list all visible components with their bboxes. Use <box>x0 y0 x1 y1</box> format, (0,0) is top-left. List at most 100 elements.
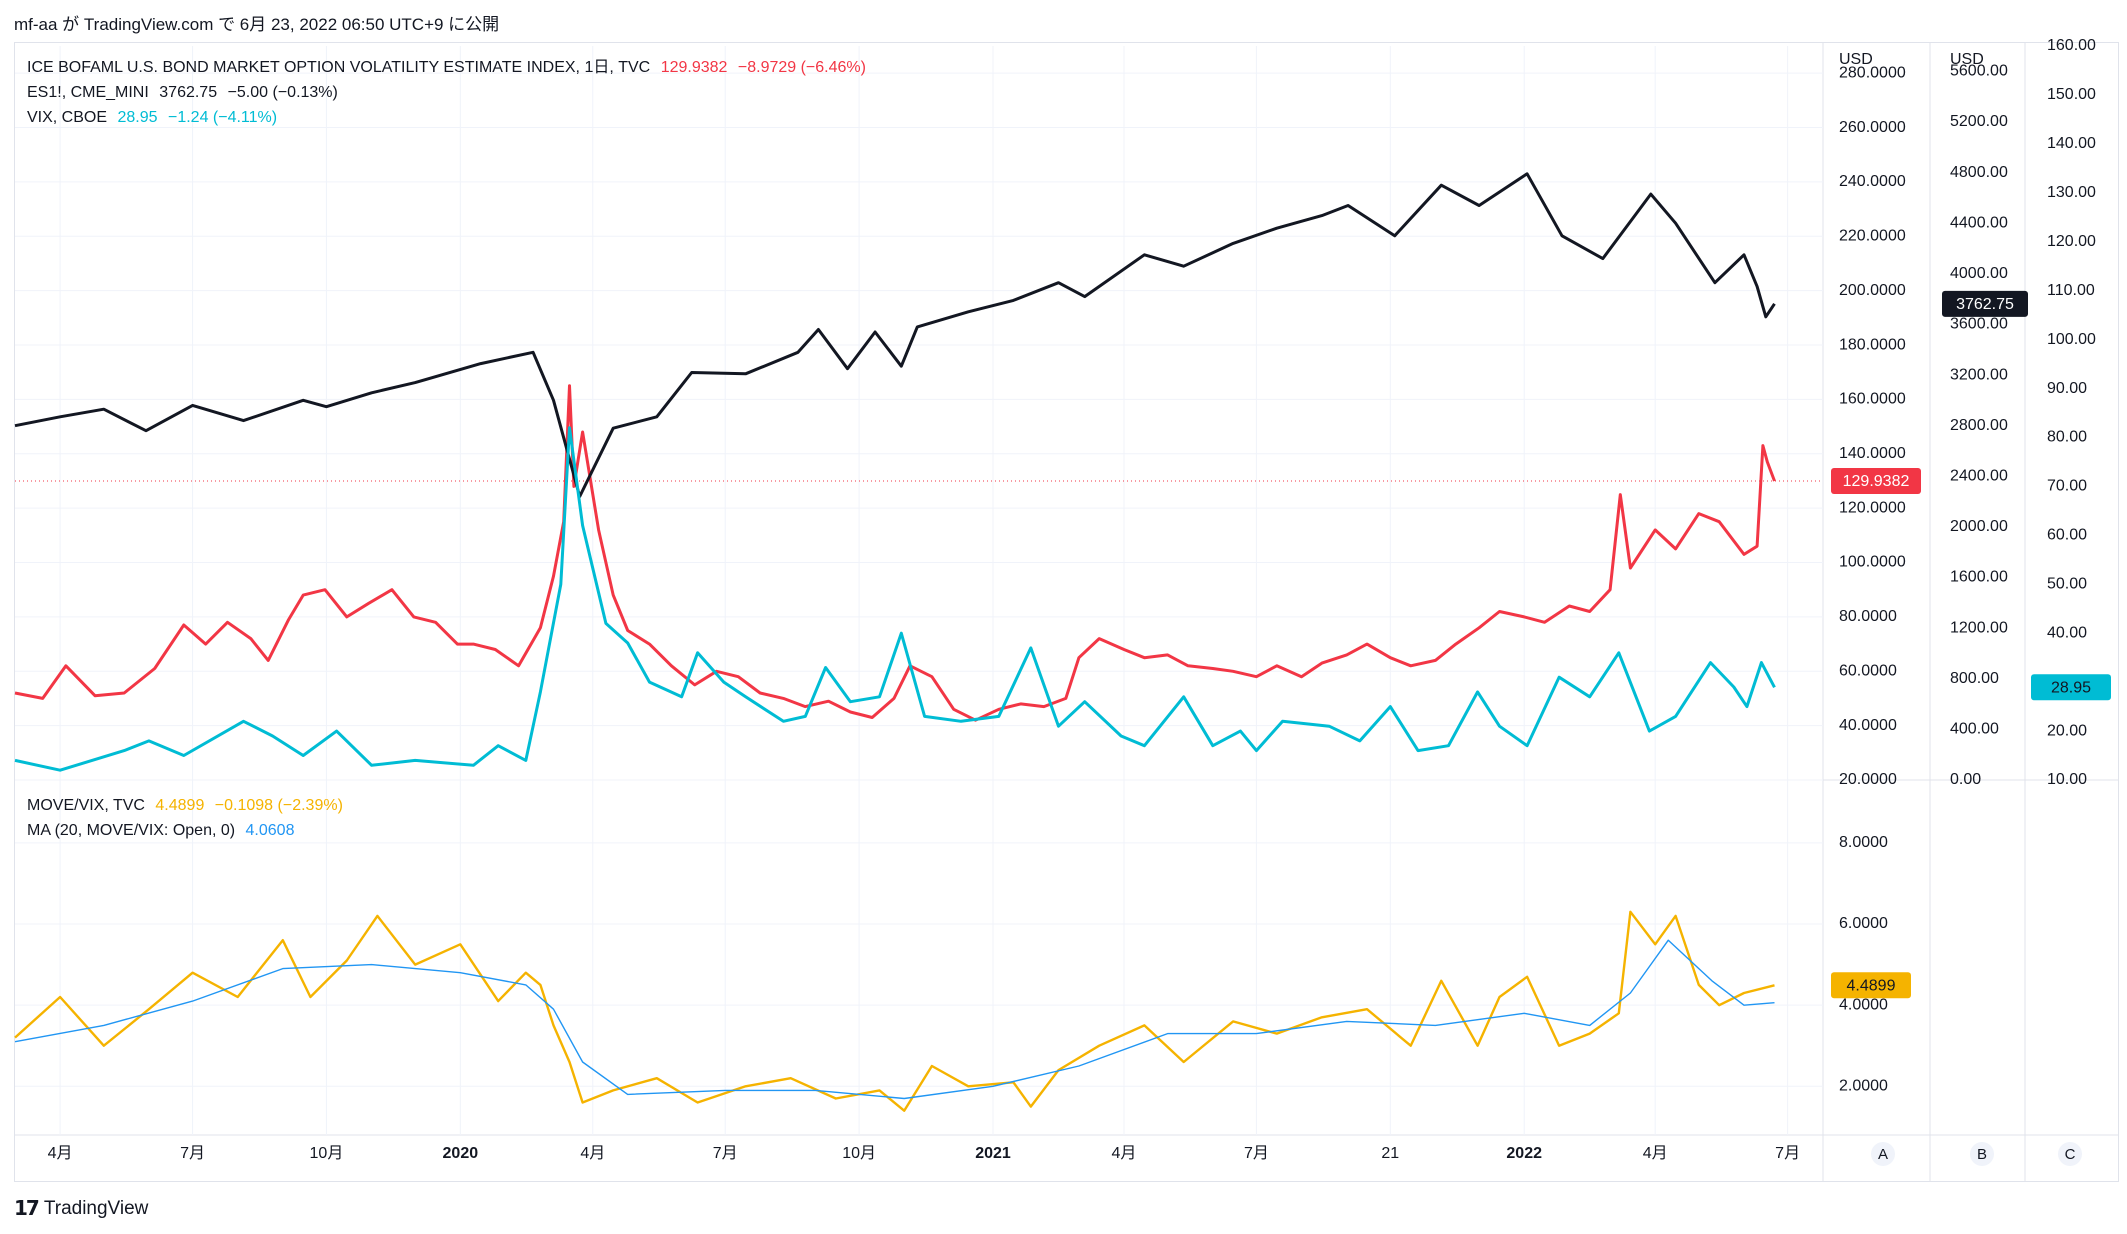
axis-c-tick: 160.00 <box>2047 37 2096 54</box>
legend-ratio-change: −0.1098 (−2.39%) <box>214 797 343 814</box>
legend-move[interactable]: ICE BOFAML U.S. BOND MARKET OPTION VOLAT… <box>27 53 872 77</box>
legend-vix-change: −1.24 (−4.11%) <box>167 109 278 126</box>
series-line-0 <box>14 384 1776 722</box>
lower-axis-tick: 8.0000 <box>1839 834 1888 851</box>
time-tick-label: 7月 <box>1775 1145 1800 1162</box>
axis-c-tick: 130.00 <box>2047 184 2096 201</box>
axes: 4月 7月 10月 2020 4月 7月 10月 2021 4月 7月 21 2022 4月 7月 USD U… <box>48 37 2096 1166</box>
time-tick-label: 4月 <box>1643 1145 1668 1162</box>
scale-button-bg-b <box>1970 1142 1994 1166</box>
legend-ma-label: MA (20, MOVE/VIX: Open, 0) <box>27 822 236 839</box>
legend-vix-label: VIX, CBOE <box>27 109 108 126</box>
es-price-badge: 3762.75 <box>1956 296 2014 313</box>
axis-b-tick: 4400.00 <box>1950 214 2008 231</box>
axis-c-tick: 110.00 <box>2047 282 2095 299</box>
legend-es-label: ES1!, CME_MINI <box>27 84 149 101</box>
time-tick-label: 4月 <box>1112 1145 1137 1162</box>
legend-ma[interactable]: MA (20, MOVE/VIX: Open, 0) 4.0608 <box>27 822 349 840</box>
scale-button-b[interactable]: B <box>1977 1146 1987 1163</box>
axis-a-tick: 100.0000 <box>1839 554 1906 571</box>
grid-lines <box>15 42 2119 1182</box>
scale-button-a[interactable]: A <box>1878 1146 1888 1163</box>
legend-vix[interactable]: VIX, CBOE 28.95 −1.24 (−4.11%) <box>27 109 872 127</box>
time-tick-label: 2022 <box>1506 1145 1542 1162</box>
axis-b-tick: 400.00 <box>1950 721 1999 738</box>
move-price-badge: 129.9382 <box>1843 473 1910 490</box>
axis-a-tick: 60.0000 <box>1839 662 1897 679</box>
move-price-badge-bg <box>1831 467 1921 494</box>
time-tick-label: 4月 <box>580 1145 605 1162</box>
axis-b-tick: 5200.00 <box>1950 113 2008 130</box>
axis-b-unit: USD <box>1950 51 1984 68</box>
axis-c-tick: 50.00 <box>2047 575 2087 592</box>
axis-b-tick: 3200.00 <box>1950 366 2008 383</box>
axis-a-tick: 260.0000 <box>1839 119 1906 136</box>
axis-a-tick: 80.0000 <box>1839 608 1897 625</box>
es-price-badge-bg <box>1942 290 2028 317</box>
axis-c-tick: 20.00 <box>2047 722 2087 739</box>
axis-a-tick: 200.0000 <box>1839 282 1906 299</box>
axis-b-tick: 2400.00 <box>1950 467 2008 484</box>
axis-a-tick: 20.0000 <box>1839 771 1897 788</box>
time-tick-label: 21 <box>1381 1145 1399 1162</box>
axis-a-tick: 280.0000 <box>1839 64 1906 81</box>
tradingview-logo-icon: 𝟭𝟳 <box>14 1198 40 1220</box>
axis-b-tick: 2800.00 <box>1950 417 2008 434</box>
scale-button-bg-c <box>2058 1142 2082 1166</box>
series-line-2 <box>14 426 1776 772</box>
legend-bottom: MOVE/VIX, TVC 4.4899 −0.1098 (−2.39%) MA… <box>27 797 349 840</box>
legend-ratio[interactable]: MOVE/VIX, TVC 4.4899 −0.1098 (−2.39%) <box>27 797 349 815</box>
axis-b-tick: 2000.00 <box>1950 518 2008 535</box>
ratio-price-badge: 4.4899 <box>1847 977 1896 994</box>
axis-c-tick: 10.00 <box>2047 771 2087 788</box>
axis-c-tick: 120.00 <box>2047 233 2096 250</box>
chart-frame <box>14 42 2119 1182</box>
legend-vix-value: 28.95 <box>117 109 158 126</box>
axis-a-tick: 240.0000 <box>1839 173 1906 190</box>
publish-info: mf-aa が TradingView.com で 6月 23, 2022 06… <box>14 15 500 34</box>
tradingview-brand[interactable]: 𝟭𝟳 TradingView <box>14 1196 148 1221</box>
axis-c-tick: 150.00 <box>2047 86 2096 103</box>
legend-es-change: −5.00 (−0.13%) <box>227 84 338 101</box>
time-tick-label: 7月 <box>713 1145 738 1162</box>
price-badges: 129.9382 3762.75 28.95 4.4899 <box>1831 290 2111 999</box>
axis-c-tick: 70.00 <box>2047 478 2087 495</box>
series-line-4 <box>14 939 1775 1100</box>
axis-b-tick: 1600.00 <box>1950 569 2008 586</box>
legend-ratio-label: MOVE/VIX, TVC <box>27 797 145 814</box>
series-line-1 <box>14 172 1776 498</box>
axis-b-tick: 3600.00 <box>1950 316 2008 333</box>
legend-es[interactable]: ES1!, CME_MINI 3762.75 −5.00 (−0.13%) <box>27 84 872 102</box>
scale-button-bg-a <box>1871 1142 1895 1166</box>
axis-c-tick: 100.00 <box>2047 331 2096 348</box>
ratio-price-badge-bg <box>1831 972 1911 999</box>
series-layer <box>14 172 1776 1112</box>
axis-a-unit: USD <box>1839 51 1873 68</box>
axis-a-tick: 160.0000 <box>1839 391 1906 408</box>
vix-price-badge-bg <box>2031 674 2111 701</box>
brand-label: TradingView <box>43 1197 149 1219</box>
time-tick-label: 10月 <box>842 1145 876 1162</box>
axis-c-tick: 40.00 <box>2047 624 2087 641</box>
axis-a-tick: 220.0000 <box>1839 228 1906 245</box>
time-tick-label: 7月 <box>1244 1145 1269 1162</box>
legend-move-value: 129.9382 <box>660 59 728 76</box>
vix-price-badge: 28.95 <box>2051 679 2091 696</box>
axis-c-tick: 90.00 <box>2047 380 2087 397</box>
series-line-3 <box>14 910 1775 1112</box>
axis-a-tick: 40.0000 <box>1839 717 1897 734</box>
axis-b-tick: 800.00 <box>1950 670 1999 687</box>
legend-ma-value: 4.0608 <box>245 822 295 839</box>
axis-b-tick: 4000.00 <box>1950 265 2008 282</box>
axis-b-tick: 5600.00 <box>1950 63 2008 80</box>
scale-button-c[interactable]: C <box>2065 1146 2076 1163</box>
lower-axis-tick: 6.0000 <box>1839 915 1888 932</box>
axis-b-tick: 4800.00 <box>1950 164 2008 181</box>
axis-b-tick: 1200.00 <box>1950 619 2008 636</box>
legend-top: ICE BOFAML U.S. BOND MARKET OPTION VOLAT… <box>27 53 872 127</box>
lower-axis-tick: 2.0000 <box>1839 1078 1888 1095</box>
axis-a-tick: 140.0000 <box>1839 445 1906 462</box>
axis-c-tick: 140.00 <box>2047 135 2096 152</box>
legend-ratio-value: 4.4899 <box>155 797 205 814</box>
